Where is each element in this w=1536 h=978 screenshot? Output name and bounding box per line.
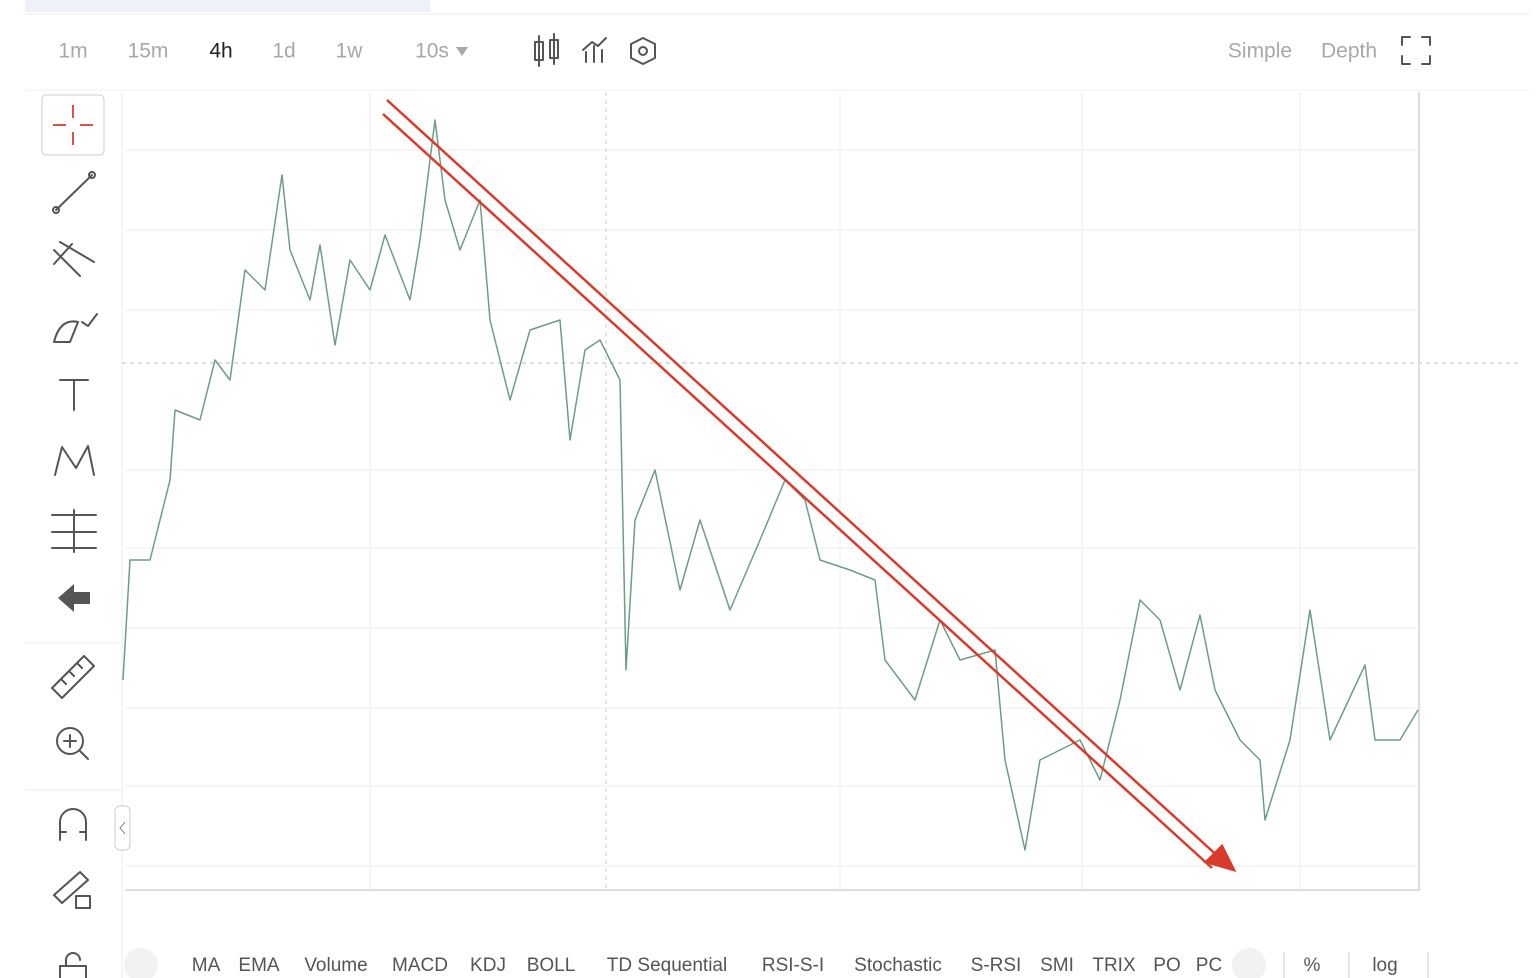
indicator-button[interactable]: SMI xyxy=(1040,955,1074,976)
interval-select[interactable]: 10s xyxy=(415,40,449,63)
indicator-button[interactable]: KDJ xyxy=(470,955,506,976)
indicator-button[interactable]: MACD xyxy=(392,955,448,976)
trend-arrow xyxy=(382,99,1237,872)
timeframe-button[interactable]: 4h xyxy=(209,40,232,63)
indicator-button[interactable]: Volume xyxy=(304,955,367,976)
indicator-button[interactable]: BOLL xyxy=(527,955,576,976)
timeframe-button[interactable]: 15m xyxy=(128,40,169,63)
timeframe-button[interactable]: 1w xyxy=(336,40,364,63)
candle-icon[interactable] xyxy=(534,33,559,67)
settings-icon[interactable] xyxy=(630,37,656,65)
channel-tool[interactable] xyxy=(53,241,95,277)
indicator-icon[interactable] xyxy=(582,37,607,63)
collapse-handle[interactable] xyxy=(114,805,131,851)
scale-option[interactable]: % xyxy=(1304,955,1321,976)
timeframe-button[interactable]: 1m xyxy=(58,40,87,63)
scale-option[interactable]: log xyxy=(1372,955,1397,976)
chart-grid xyxy=(125,92,1420,890)
dropdown-arrow xyxy=(456,47,468,56)
zoom-tool[interactable] xyxy=(56,727,89,760)
view-mode-button[interactable]: Simple xyxy=(1228,40,1292,63)
indicator-button[interactable]: Stochastic xyxy=(854,955,942,976)
indicator-button[interactable]: PC xyxy=(1196,955,1222,976)
unlock-tool[interactable] xyxy=(59,952,87,978)
collapse-arrow xyxy=(119,821,126,835)
crosshair-tool-box[interactable] xyxy=(41,94,105,156)
indicator-button[interactable]: RSI-S-I xyxy=(762,955,824,976)
view-mode-button[interactable]: Depth xyxy=(1321,40,1377,63)
crosshair-tool xyxy=(53,105,93,145)
magnet-tool[interactable] xyxy=(59,808,87,841)
indicator-button[interactable]: TRIX xyxy=(1092,955,1136,976)
indicator-button[interactable]: MA xyxy=(192,955,221,976)
timeframe-button[interactable]: 1d xyxy=(272,40,295,63)
pattern-tool[interactable] xyxy=(54,445,95,476)
indicator-button[interactable]: PO xyxy=(1153,955,1180,976)
lock-draw-tool[interactable] xyxy=(53,871,91,909)
ruler-tool[interactable] xyxy=(51,655,95,699)
line-tool[interactable] xyxy=(52,171,96,214)
indicator-button[interactable]: S-RSI xyxy=(971,955,1022,976)
price-line xyxy=(122,119,1419,851)
scroll-left[interactable] xyxy=(124,948,158,978)
brush-tool[interactable] xyxy=(53,313,98,343)
top-strip xyxy=(25,0,430,12)
indicator-button[interactable]: EMA xyxy=(238,955,280,976)
back-tool[interactable] xyxy=(58,584,90,612)
text-tool[interactable] xyxy=(59,379,89,411)
scroll-right[interactable] xyxy=(1232,948,1266,978)
indicator-button[interactable]: TD Sequential xyxy=(607,955,727,976)
measure-tool[interactable] xyxy=(51,509,97,553)
fullscreen-icon[interactable] xyxy=(1401,36,1431,65)
